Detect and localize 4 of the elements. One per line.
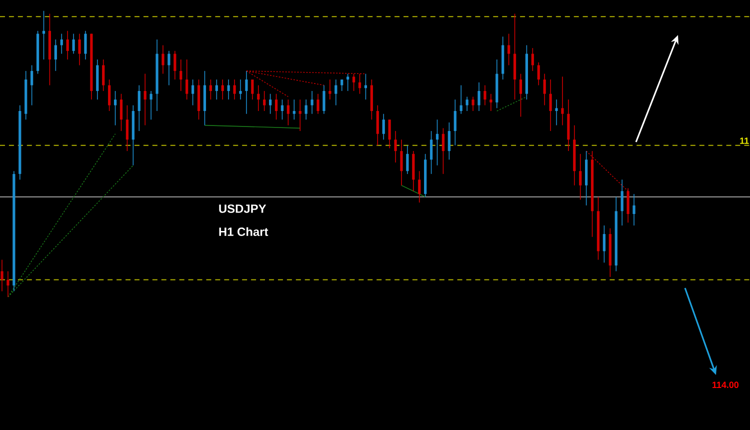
text: 11: [740, 138, 749, 144]
text: 114.00: [712, 382, 739, 388]
text: H1 Chart: [219, 227, 268, 236]
text: USDJPY: [219, 204, 266, 213]
